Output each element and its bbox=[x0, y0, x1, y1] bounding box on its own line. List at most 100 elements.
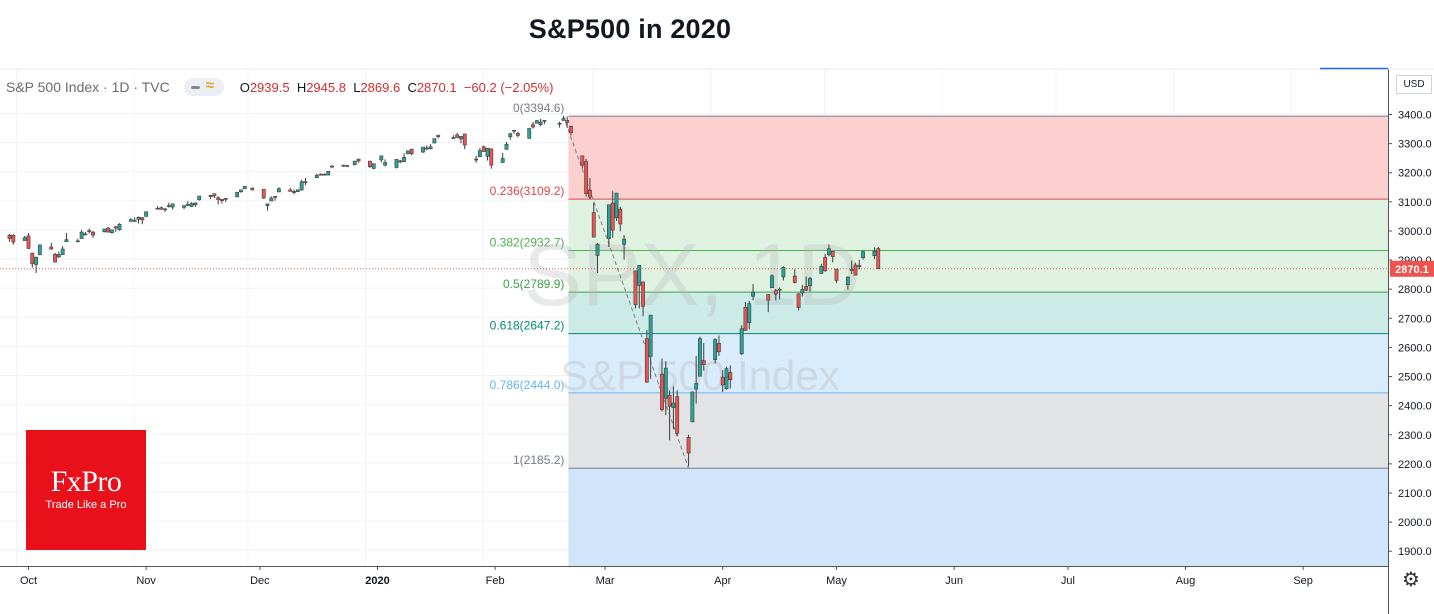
candle bbox=[701, 343, 706, 371]
candle bbox=[792, 269, 797, 284]
candle-body bbox=[106, 227, 111, 233]
candle-body bbox=[159, 207, 164, 210]
y-tick-label: 2800.0 bbox=[1398, 284, 1432, 296]
candle bbox=[64, 232, 69, 243]
candle-body bbox=[22, 237, 27, 241]
x-tick-label: Nov bbox=[136, 575, 156, 587]
fibonacci-retracement[interactable]: 0(3394.6) 0.236(3109.2) 0.382(2932.7) 0.5(2… bbox=[490, 101, 1388, 566]
candle-body bbox=[796, 293, 801, 308]
y-tick-label: 3300.0 bbox=[1398, 139, 1432, 151]
fib-band bbox=[568, 292, 1388, 334]
candle bbox=[720, 370, 725, 392]
candle bbox=[212, 193, 217, 199]
candle-body bbox=[379, 155, 384, 161]
x-tick-label: Feb bbox=[486, 575, 505, 587]
candle bbox=[79, 230, 84, 239]
candle bbox=[394, 159, 399, 169]
candle-body bbox=[421, 146, 425, 153]
y-tick-label: 3200.0 bbox=[1398, 168, 1432, 180]
candle-body bbox=[701, 360, 706, 365]
candle-body bbox=[189, 203, 194, 207]
candle bbox=[398, 159, 403, 164]
candle bbox=[405, 150, 410, 155]
candle-body bbox=[136, 216, 141, 220]
candle bbox=[698, 336, 702, 377]
x-tick-label: Dec bbox=[250, 575, 270, 587]
candle bbox=[588, 177, 592, 200]
candle-body bbox=[853, 264, 858, 276]
candle bbox=[56, 251, 61, 259]
candle-body bbox=[428, 146, 433, 149]
candle bbox=[341, 164, 346, 167]
candle-body bbox=[341, 164, 346, 167]
candle-body bbox=[276, 188, 281, 193]
candle-body bbox=[591, 212, 596, 238]
candle-body bbox=[804, 285, 809, 291]
candle-body bbox=[823, 257, 828, 272]
candle bbox=[808, 276, 812, 292]
fib-band bbox=[568, 199, 1388, 251]
candle bbox=[527, 128, 532, 139]
candle-body bbox=[610, 202, 615, 231]
candle bbox=[804, 276, 809, 291]
candle bbox=[220, 198, 224, 204]
y-tick-label: 1900.0 bbox=[1398, 546, 1432, 558]
candle bbox=[193, 202, 198, 207]
candle-body bbox=[53, 253, 57, 263]
candle-body bbox=[110, 229, 114, 234]
candle bbox=[26, 232, 31, 250]
high-value: 2945.8 bbox=[306, 79, 346, 95]
x-tick-label: Aug bbox=[1176, 575, 1196, 587]
candle-body bbox=[512, 129, 516, 132]
candle-body bbox=[212, 193, 217, 197]
fib-level-label: 0.236(3109.2) bbox=[490, 184, 565, 198]
candle bbox=[542, 120, 547, 125]
candle bbox=[800, 284, 805, 297]
y-tick-label: 2100.0 bbox=[1398, 488, 1432, 500]
candle-body bbox=[644, 338, 649, 383]
candle-body bbox=[618, 208, 623, 225]
candle-body bbox=[614, 192, 619, 219]
candle-body bbox=[508, 133, 513, 137]
candle bbox=[637, 265, 642, 309]
candle-body bbox=[26, 235, 31, 249]
candle-body bbox=[713, 339, 718, 360]
open-value: 2939.5 bbox=[249, 79, 290, 95]
candle bbox=[766, 294, 771, 313]
candle bbox=[724, 366, 729, 390]
candle bbox=[751, 283, 755, 301]
candle bbox=[485, 147, 490, 161]
indicator-toggle[interactable]: ≈ bbox=[183, 77, 224, 96]
candle bbox=[827, 244, 831, 257]
candle bbox=[747, 300, 752, 330]
candle-body bbox=[637, 265, 642, 286]
candle bbox=[845, 276, 850, 290]
candle bbox=[728, 365, 733, 389]
candle-body bbox=[542, 120, 547, 122]
candle-body bbox=[220, 198, 224, 201]
candle-body bbox=[197, 195, 202, 201]
candle bbox=[383, 159, 387, 167]
candle-body bbox=[273, 196, 277, 198]
candle bbox=[371, 163, 376, 170]
candle-body bbox=[845, 276, 850, 285]
currency-label[interactable]: USD bbox=[1396, 75, 1432, 94]
candle-body bbox=[861, 251, 865, 259]
symbol-info[interactable]: S&P 500 Index · 1D · TVC bbox=[6, 79, 170, 95]
candle-body bbox=[777, 288, 782, 291]
fib-level-label: 0.382(2932.7) bbox=[490, 236, 565, 250]
candle bbox=[876, 246, 881, 270]
candle bbox=[197, 195, 202, 201]
candle bbox=[667, 390, 672, 441]
gear-icon[interactable]: ⚙ bbox=[1402, 569, 1420, 591]
candle-body bbox=[515, 133, 520, 136]
candle-body bbox=[531, 124, 535, 128]
candle-body bbox=[773, 290, 778, 295]
candle bbox=[675, 390, 680, 437]
candle-body bbox=[481, 146, 486, 152]
candle-body bbox=[326, 170, 331, 176]
candle-body bbox=[717, 343, 721, 353]
x-tick-label: Oct bbox=[20, 575, 37, 587]
candle bbox=[273, 196, 277, 201]
